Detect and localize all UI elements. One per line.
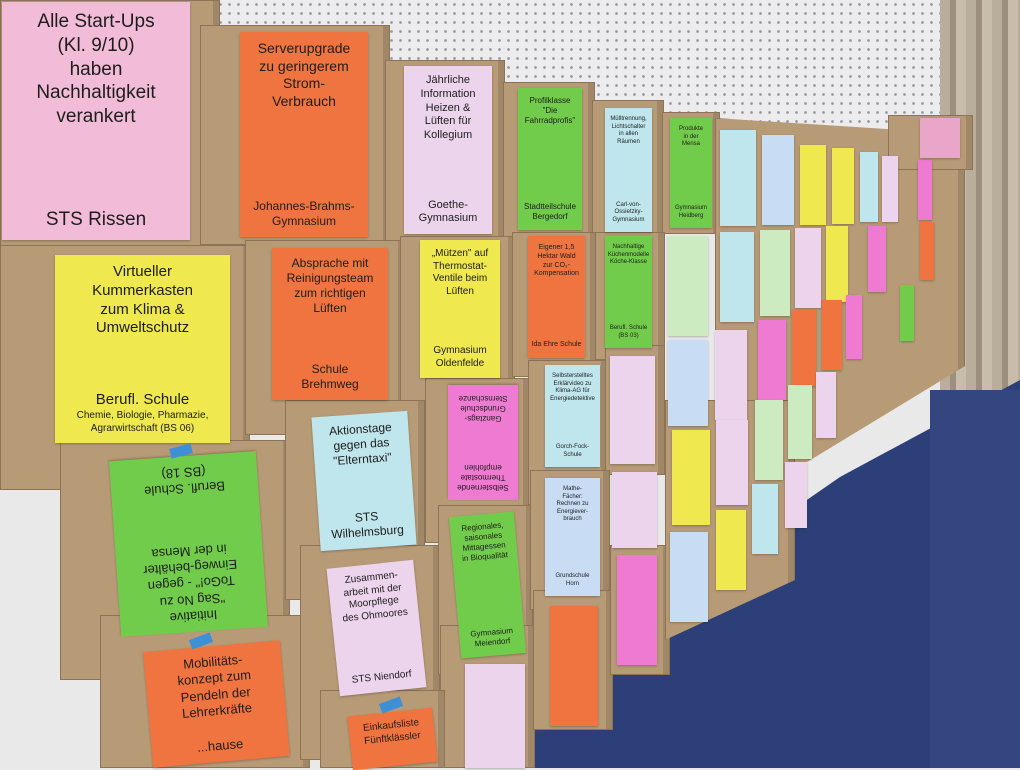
label-title: Aktionstage gegen das "Elterntaxi" [328, 419, 393, 469]
label-small [762, 135, 794, 225]
label-small [668, 340, 708, 426]
label-title: Selbsternende Thermostate empfohlen [457, 463, 509, 492]
label-school: Carl-von- Ossietzky- Gymnasium [612, 201, 645, 223]
label-school: Ida Ehre Schule [531, 341, 582, 349]
label-small [826, 226, 848, 302]
label-gymnasium-meiendorf: Regionales, saisonales Mittagessen in Bi… [448, 511, 527, 659]
label-small [672, 430, 710, 525]
label-title: Serverupgrade zu geringerem Strom- Verbr… [257, 40, 351, 109]
label-school: Gymnasium Heidberg [674, 205, 707, 219]
label-small [550, 606, 598, 726]
label-title: Jährliche Information Heizen & Lüften fü… [420, 74, 476, 141]
label-gymnasium-heidberg: Produkte in der Mensa Gymnasium Heidberg [670, 118, 712, 228]
label-school: Berufl. Schule (BS 18) [143, 463, 226, 500]
label-title: Produkte in der Mensa [678, 126, 703, 147]
label-grundschule-sternschanze: Selbsternende Thermostate empfohlen Ganzt… [448, 385, 518, 500]
label-small [832, 148, 854, 224]
label-school: Gorch-Fock- Schule [555, 444, 590, 458]
label-small [720, 232, 754, 322]
label-small [715, 330, 747, 420]
label-school: Gymnasium Meiendorf [469, 625, 514, 649]
label-small [610, 356, 655, 464]
label-small [860, 152, 878, 222]
label-small [612, 472, 657, 548]
label-small [755, 400, 783, 480]
label-small [668, 236, 708, 336]
label-small [822, 300, 842, 370]
label-bs03: Nachhaltige Küchenmodelle Köche-Klasse Be… [605, 236, 652, 348]
label-small [920, 222, 934, 280]
label-title: Einkaufsliste Fünftklässler [362, 717, 422, 747]
label-small [758, 320, 786, 400]
label-title: Zusammen- arbeit mit der Moorpflege des … [341, 569, 409, 624]
label-small [716, 420, 748, 505]
label-title: Initiative "Sag No zu ToGo!" - gegen Ein… [142, 541, 238, 626]
label-title: Regionales, saisonales Mittagessen in Bi… [460, 520, 509, 564]
label-school: Gymnasium Oldenfelde [433, 345, 487, 369]
label-small [752, 484, 778, 554]
label-sts-niendorf: Zusammen- arbeit mit der Moorpflege des … [326, 559, 427, 697]
label-bs18: Initiative "Sag No zu ToGo!" - gegen Ein… [109, 451, 268, 637]
label-small [920, 118, 960, 158]
label-title: Mülltrennung, Lichtschalter in allen Räu… [610, 116, 647, 145]
label-title: Absprache mit Reinigungsteam zum richtig… [286, 256, 374, 315]
label-school: ...hause [196, 735, 244, 755]
label-small [785, 462, 807, 528]
label-goethe-gymnasium: Jährliche Information Heizen & Lüften fü… [404, 66, 492, 234]
label-small [816, 372, 836, 438]
label-small [868, 226, 886, 292]
label-einkaufsliste: Einkaufsliste Fünftklässler [347, 707, 438, 770]
label-school: Berufl. Schule (BS 03) [609, 325, 648, 339]
label-school: Goethe- Gymnasium [418, 198, 478, 225]
label-school: Berufl. Schule [95, 391, 190, 409]
label-carl-von-ossietzky: Mülltrennung, Lichtschalter in allen Räu… [605, 108, 652, 232]
label-small [760, 230, 790, 316]
label-title: Eigener 1,5 Hektar Wald zur CO₂- Kompens… [534, 244, 579, 278]
label-subtitle: Chemie, Biologie, Pharmazie, Agrarwirtsc… [76, 410, 209, 434]
label-small [617, 555, 657, 665]
blue-carpet-floor-right [930, 390, 1020, 768]
label-small [792, 310, 816, 386]
label-small [882, 156, 898, 222]
label-title: „Mützen" auf Thermostat- Ventile beim Lü… [431, 248, 489, 297]
label-title: Profilklasse "Die Fahrradprofis" [524, 96, 576, 125]
label-title: Virtueller Kummerkasten zum Klima & Umwe… [92, 263, 193, 337]
label-bs06: Virtueller Kummerkasten zum Klima & Umwe… [55, 255, 230, 443]
label-small [900, 285, 914, 341]
label-school: Stadtteilschule Bergedorf [523, 202, 577, 221]
label-school: STS Rissen [45, 209, 147, 231]
label-school: Schule Brehmweg [301, 362, 359, 391]
label-gorch-fock-schule: Selbsterstelltes Erklärvideo zu Klima-AG… [545, 365, 600, 467]
label-small [846, 295, 862, 359]
label-title: Nachhaltige Küchenmodelle Köche-Klasse [607, 244, 650, 265]
label-ida-ehre-schule: Eigener 1,5 Hektar Wald zur CO₂- Kompens… [528, 236, 585, 358]
label-small [788, 385, 812, 459]
label-sts-wilhelmsburg: Aktionstage gegen das "Elterntaxi" STS Wi… [311, 410, 417, 552]
label-gymnasium-oldenfelde: „Mützen" auf Thermostat- Ventile beim Lü… [420, 240, 500, 378]
label-schule-brehmweg: Absprache mit Reinigungsteam zum richtig… [272, 248, 388, 400]
label-johannes-brahms: Serverupgrade zu geringerem Strom- Verbr… [240, 32, 368, 237]
label-small [670, 532, 708, 622]
label-school: Ganztags- Grundschule Sternschanze [458, 394, 508, 423]
label-small [720, 130, 756, 226]
label-school: Johannes-Brahms- Gymnasium [253, 199, 355, 228]
label-small [716, 510, 746, 590]
label-small [465, 664, 525, 768]
label-school: STS Niendorf [351, 668, 413, 686]
label-school: STS Wilhelmsburg [330, 509, 405, 542]
label-title: Mobilitäts- konzept zum Pendeln der Lehr… [176, 651, 253, 721]
label-sts-rissen: Alle Start-Ups (Kl. 9/10) haben Nachhalt… [2, 2, 190, 240]
label-mobilitaetskonzept: Mobilitäts- konzept zum Pendeln der Lehr… [143, 640, 290, 768]
label-small [795, 228, 821, 308]
label-title: Selbsterstelltes Erklärvideo zu Klima-AG… [550, 373, 595, 402]
label-small [918, 160, 932, 220]
label-title: Mathe- Fächer: Rechnen zu Energiever- br… [556, 486, 589, 522]
label-sts-bergedorf: Profilklasse "Die Fahrradprofis" Stadttei… [518, 88, 582, 230]
label-school: Grundschule Horn [555, 573, 590, 587]
label-grundschule-horn: Mathe- Fächer: Rechnen zu Energiever- br… [545, 478, 600, 596]
label-small [800, 145, 826, 225]
label-title: Alle Start-Ups (Kl. 9/10) haben Nachhalt… [36, 11, 156, 127]
